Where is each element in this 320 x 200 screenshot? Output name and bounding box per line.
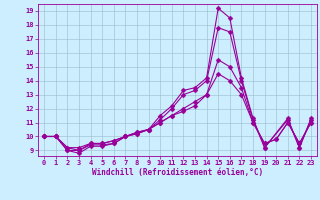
X-axis label: Windchill (Refroidissement éolien,°C): Windchill (Refroidissement éolien,°C) <box>92 168 263 177</box>
